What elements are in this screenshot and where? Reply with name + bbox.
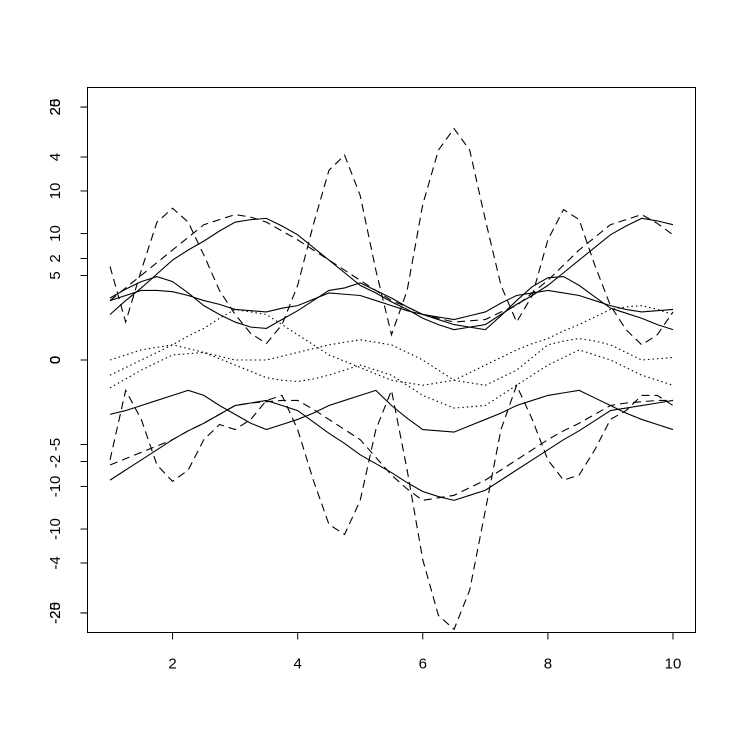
- x-tick-label: 8: [544, 655, 552, 672]
- series-line: [109, 383, 674, 631]
- y-tick-label: 25: [47, 99, 64, 116]
- series-line: [109, 305, 674, 386]
- y-tick-label: -25: [47, 602, 64, 624]
- series-line: [109, 399, 673, 501]
- x-tick-label: 6: [419, 655, 427, 672]
- series-line: [109, 217, 674, 331]
- y-tick-label: 10: [47, 183, 64, 200]
- y-tick-label: -2: [47, 455, 64, 468]
- series-line: [109, 127, 674, 346]
- series-line: [109, 389, 674, 433]
- y-tick-label: 0: [47, 356, 64, 364]
- series-line: [109, 275, 674, 331]
- y-tick-label: -5: [47, 438, 64, 451]
- y-tick-label: -10: [47, 476, 64, 498]
- x-tick-label: 2: [168, 655, 176, 672]
- y-tick-label: -20: [47, 602, 64, 624]
- y-tick-label: -10: [47, 518, 64, 540]
- y-tick-label: -4: [47, 556, 64, 569]
- y-tick-label: 20: [47, 99, 64, 116]
- y-tick-label: 2: [47, 254, 64, 262]
- x-tick-label: 4: [294, 655, 302, 672]
- x-tick-label: 10: [665, 655, 682, 672]
- series-line: [109, 337, 674, 386]
- y-tick-label: 4: [47, 153, 64, 161]
- series-line: [109, 399, 674, 501]
- y-tick-label: 0: [47, 356, 64, 364]
- y-tick-label: 10: [47, 225, 64, 242]
- series-line: [109, 213, 674, 323]
- y-tick-label: 0: [47, 356, 64, 364]
- series-line: [109, 349, 674, 409]
- y-tick-label: 5: [47, 271, 64, 279]
- series-line: [109, 289, 674, 321]
- plot-frame: [87, 87, 696, 633]
- y-tick-label: 0: [47, 356, 64, 364]
